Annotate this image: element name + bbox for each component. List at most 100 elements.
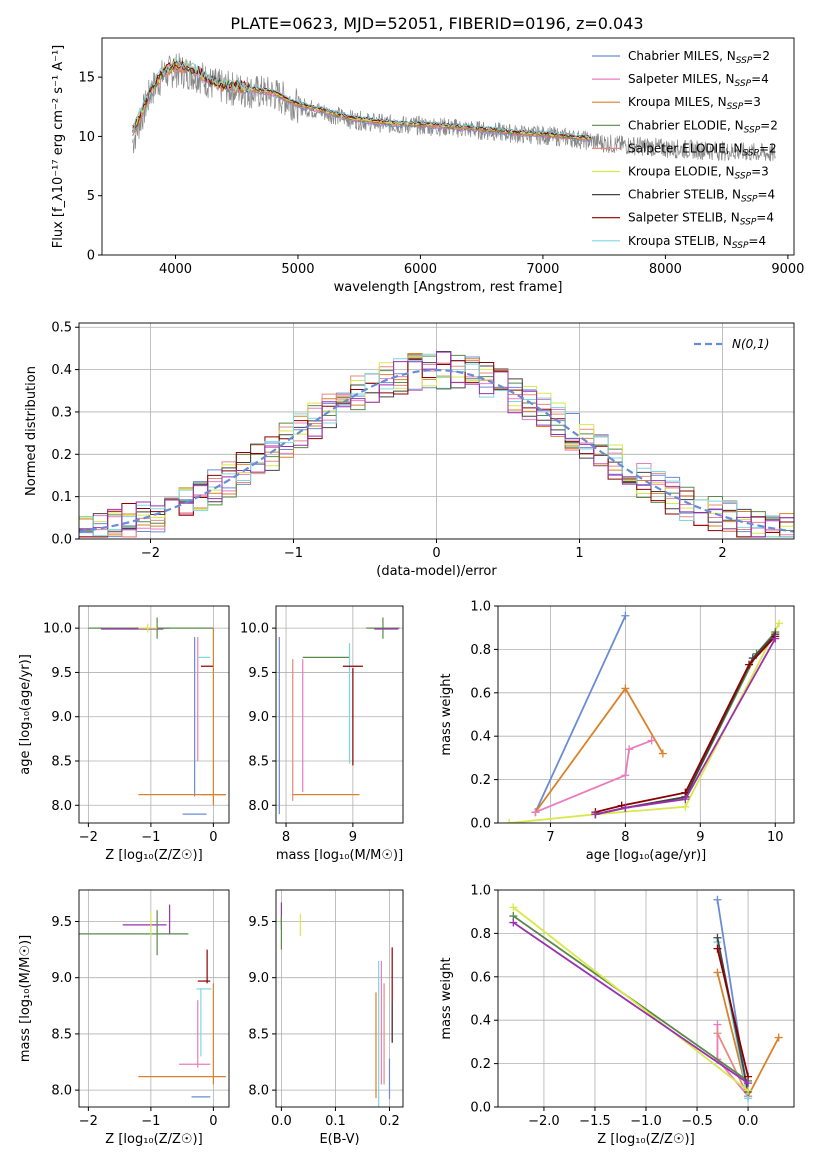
y-axis-label: Flux [f_λ10⁻¹⁷ erg cm⁻² s⁻¹ A⁻¹] (51, 45, 66, 249)
series-line (534, 686, 664, 813)
y-tick-label: 9.5 (51, 915, 72, 930)
model-spectrum (132, 58, 592, 139)
legend-label: Kroupa STELIB, NSSP=4 (628, 234, 766, 251)
y-tick-label: 0.0 (470, 1101, 491, 1116)
data-marker (713, 968, 722, 977)
y-tick-label: 15 (78, 71, 95, 86)
data-marker (647, 736, 656, 745)
data-marker (681, 795, 690, 804)
y-tick-label: 0.6 (470, 686, 491, 701)
x-tick-label: 5000 (281, 262, 314, 277)
plot-content (276, 606, 403, 823)
data-marker (744, 1086, 753, 1095)
y-tick-label: 9.5 (248, 915, 269, 930)
axes-frame (101, 37, 795, 256)
data-marker (681, 802, 690, 811)
x-tick-label: −2 (141, 546, 160, 561)
y-tick-label: 8.5 (51, 1027, 72, 1042)
y-tick-label: 0.2 (51, 448, 72, 463)
x-tick-label: 0 (209, 1114, 217, 1129)
mass-vs-ebv-panel: 0.0 0.1 0.2 8.0 8.5 9.0 9.5 E(B-V) (248, 889, 404, 1147)
data-marker (771, 634, 780, 643)
y-tick-label: 0.8 (470, 643, 491, 658)
x-tick-label: 0.1 (325, 1114, 346, 1129)
plot-area (79, 890, 229, 1107)
legend-label: Kroupa ELODIE, NSSP=3 (628, 165, 769, 182)
x-tick-label: −2 (79, 830, 98, 845)
plot-content (276, 890, 403, 1107)
x-tick-label: −0.5 (681, 1114, 713, 1129)
data-marker (774, 1033, 783, 1042)
x-axis-label: (data-model)/error (376, 564, 497, 579)
age-vs-mass-panel: 8 9 8.0 8.5 9.0 9.5 10.0 mass [log₁₀(M/M☉)] (240, 605, 404, 863)
x-tick-label: 7000 (526, 262, 559, 277)
x-tick-label: 0 (432, 546, 440, 561)
model-spectrum (132, 57, 592, 139)
y-tick-label: 0.4 (51, 363, 72, 378)
y-tick-label: 0.2 (470, 1057, 491, 1072)
legend-label: Chabrier MILES, NSSP=2 (628, 49, 770, 66)
x-tick-label: 0 (209, 830, 217, 845)
x-tick-label: 8000 (649, 262, 682, 277)
y-tick-label: 0.3 (51, 405, 72, 420)
series-line (512, 906, 749, 1092)
y-tick-label: 0.4 (470, 730, 491, 745)
series-line (534, 615, 627, 813)
x-tick-label: 9 (349, 830, 357, 845)
x-tick-label: 0.2 (379, 1114, 400, 1129)
x-tick-label: 0.0 (271, 1114, 292, 1129)
plot-area (498, 890, 794, 1107)
age-vs-metallicity-panel: −2 −1 0 8.0 8.5 9.0 9.5 10.0 Z [log₁₀(Z/Z☉)] age … (18, 605, 230, 863)
y-tick-label: 0.8 (470, 927, 491, 942)
data-marker (713, 895, 722, 904)
y-tick-label: 1.0 (470, 600, 491, 615)
plot-area (498, 606, 794, 823)
weight-vs-metallicity-panel: −2.0 −1.5 −1.0 −0.5 0.0 0.0 0.2 0.4 0.6 0.8 1.0 Z [… (439, 884, 795, 1147)
x-tick-label: 0.0 (738, 1114, 759, 1129)
x-tick-label: −2 (79, 1114, 98, 1129)
series-line (595, 635, 776, 814)
x-axis-label: Z [log₁₀(Z/Z☉)] (597, 1132, 694, 1147)
legend-label: N(0,1) (732, 337, 769, 351)
legend-label: Chabrier STELIB, NSSP=4 (628, 188, 775, 205)
y-tick-label: 5 (87, 189, 95, 204)
plot-area (132, 53, 776, 162)
data-marker (713, 933, 722, 942)
x-axis-label: Z [log₁₀(Z/Z☉)] (105, 1132, 202, 1147)
plot-content (132, 53, 776, 162)
y-tick-label: 8.0 (51, 1084, 72, 1099)
data-marker (625, 745, 634, 754)
plot-content (498, 890, 794, 1107)
residual-histogram-panel: −2 −1 0 1 2 0.0 0.1 0.2 0.3 0.4 0.5 (data-model)/er… (24, 321, 795, 579)
series-line (595, 638, 777, 816)
y-tick-label: 0.2 (470, 773, 491, 788)
x-tick-label: 8 (621, 830, 629, 845)
y-tick-label: 8.0 (248, 1084, 269, 1099)
plot-area (276, 606, 403, 823)
series-line (512, 921, 749, 1084)
x-tick-label: 1 (575, 546, 583, 561)
data-marker (713, 1020, 722, 1029)
y-axis-label: Normed distribution (24, 366, 39, 496)
axes-frame (275, 605, 404, 824)
data-marker (621, 611, 630, 620)
y-tick-label: 1.0 (470, 884, 491, 899)
y-tick-label: 10 (78, 130, 95, 145)
x-axis-label: wavelength [Angstrom, rest frame] (334, 280, 563, 295)
data-marker (531, 808, 540, 817)
x-axis-label: age [log₁₀(age/yr)] (586, 848, 707, 863)
y-tick-label: 0.5 (51, 321, 72, 336)
series-line (595, 633, 776, 816)
x-tick-label: −1.0 (630, 1114, 662, 1129)
legend-label: Kroupa MILES, NSSP=3 (628, 95, 761, 112)
data-marker (591, 810, 600, 819)
x-tick-label: 6000 (404, 262, 437, 277)
data-marker (745, 660, 754, 669)
x-axis-label: E(B-V) (319, 1132, 359, 1147)
y-tick-label: 0.6 (470, 970, 491, 985)
x-tick-label: −1 (141, 830, 160, 845)
data-marker (621, 771, 630, 780)
data-marker (658, 749, 667, 758)
y-tick-label: 9.0 (51, 710, 72, 725)
y-tick-label: 8.0 (51, 799, 72, 814)
